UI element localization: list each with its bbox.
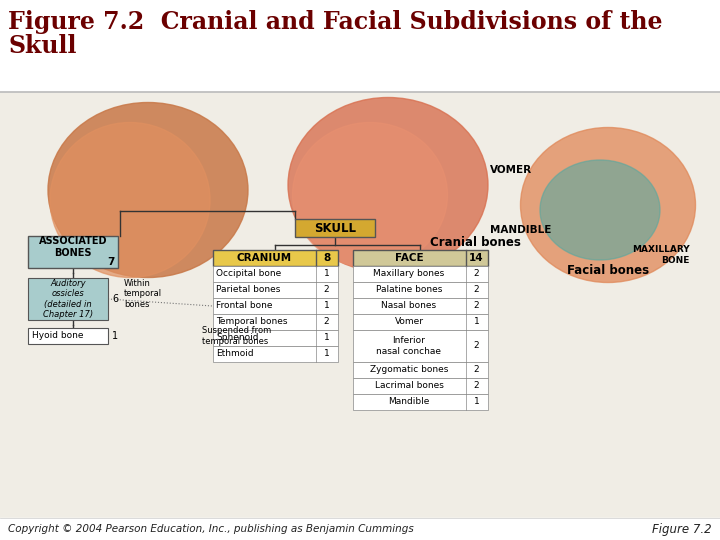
Text: Copyright © 2004 Pearson Education, Inc., publishing as Benjamin Cummings: Copyright © 2004 Pearson Education, Inc.… (8, 524, 414, 534)
Text: Auditory
ossicles
(detailed in
Chapter 17): Auditory ossicles (detailed in Chapter 1… (43, 279, 93, 319)
Text: Ethmoid: Ethmoid (217, 349, 254, 359)
Bar (353, 282, 487, 298)
Bar (212, 346, 338, 362)
Text: Maxillary bones: Maxillary bones (374, 269, 445, 279)
Text: 14: 14 (469, 253, 484, 263)
Text: Figure 7.2: Figure 7.2 (652, 523, 712, 536)
Text: Lacrimal bones: Lacrimal bones (374, 381, 444, 390)
Text: 2: 2 (324, 286, 329, 294)
Text: 2: 2 (474, 381, 480, 390)
Bar (0, 518, 720, 540)
Text: Suspended from
temporal bones: Suspended from temporal bones (202, 326, 271, 346)
Text: Mandible: Mandible (388, 397, 430, 407)
Bar (353, 298, 487, 314)
Bar (212, 330, 338, 346)
Text: Inferior
nasal conchae: Inferior nasal conchae (377, 336, 441, 356)
Text: ASSOCIATED
BONES: ASSOCIATED BONES (39, 236, 107, 258)
Text: Sphenoid: Sphenoid (217, 334, 259, 342)
Text: 1: 1 (474, 318, 480, 327)
Ellipse shape (521, 127, 696, 282)
Text: 2: 2 (474, 269, 480, 279)
Text: Vomer: Vomer (395, 318, 423, 327)
Ellipse shape (540, 160, 660, 260)
Text: CRANIUM: CRANIUM (236, 253, 292, 263)
Ellipse shape (292, 123, 448, 267)
Text: 1: 1 (112, 331, 118, 341)
Text: Occipital bone: Occipital bone (217, 269, 282, 279)
Bar (295, 219, 375, 237)
Text: Within
temporal
bones: Within temporal bones (124, 279, 162, 309)
Bar (353, 250, 487, 266)
Bar (28, 328, 108, 344)
Text: Frontal bone: Frontal bone (217, 301, 273, 310)
Bar (0, 92, 720, 518)
Text: Temporal bones: Temporal bones (217, 318, 288, 327)
Text: 2: 2 (324, 318, 329, 327)
Text: 2: 2 (474, 366, 480, 375)
Ellipse shape (50, 123, 210, 278)
Text: Hyoid bone: Hyoid bone (32, 332, 84, 341)
Ellipse shape (288, 98, 488, 273)
Bar (212, 250, 338, 266)
Text: Parietal bones: Parietal bones (217, 286, 281, 294)
Text: Skull: Skull (8, 34, 76, 58)
Text: 1: 1 (323, 301, 329, 310)
Text: Palatine bones: Palatine bones (376, 286, 442, 294)
Bar (28, 236, 118, 268)
Text: VOMER: VOMER (490, 165, 532, 175)
Text: MAXILLARY
BONE: MAXILLARY BONE (632, 245, 690, 265)
Text: SKULL: SKULL (314, 221, 356, 234)
Bar (353, 266, 487, 282)
Text: 1: 1 (323, 334, 329, 342)
Text: MANDIBLE: MANDIBLE (490, 225, 552, 235)
Bar (28, 278, 108, 320)
Text: FACE: FACE (395, 253, 423, 263)
Text: Facial bones: Facial bones (567, 264, 649, 276)
Text: 6: 6 (112, 294, 118, 304)
Bar (353, 314, 487, 330)
Bar (212, 282, 338, 298)
Text: 2: 2 (474, 301, 480, 310)
Bar (0, 0, 720, 92)
Bar (212, 314, 338, 330)
Bar (353, 362, 487, 378)
Text: Figure 7.2  Cranial and Facial Subdivisions of the: Figure 7.2 Cranial and Facial Subdivisio… (8, 10, 662, 34)
Text: 8: 8 (323, 253, 330, 263)
Text: 7: 7 (107, 257, 114, 267)
Bar (212, 298, 338, 314)
Bar (353, 378, 487, 394)
Text: 1: 1 (323, 269, 329, 279)
Ellipse shape (48, 103, 248, 278)
Text: Cranial bones: Cranial bones (430, 235, 521, 248)
Text: Nasal bones: Nasal bones (382, 301, 436, 310)
Text: Zygomatic bones: Zygomatic bones (370, 366, 448, 375)
Text: 1: 1 (323, 349, 329, 359)
Bar (353, 394, 487, 410)
Text: 2: 2 (474, 341, 480, 350)
Bar (353, 330, 487, 362)
Bar (212, 266, 338, 282)
Text: 1: 1 (474, 397, 480, 407)
Text: 2: 2 (474, 286, 480, 294)
